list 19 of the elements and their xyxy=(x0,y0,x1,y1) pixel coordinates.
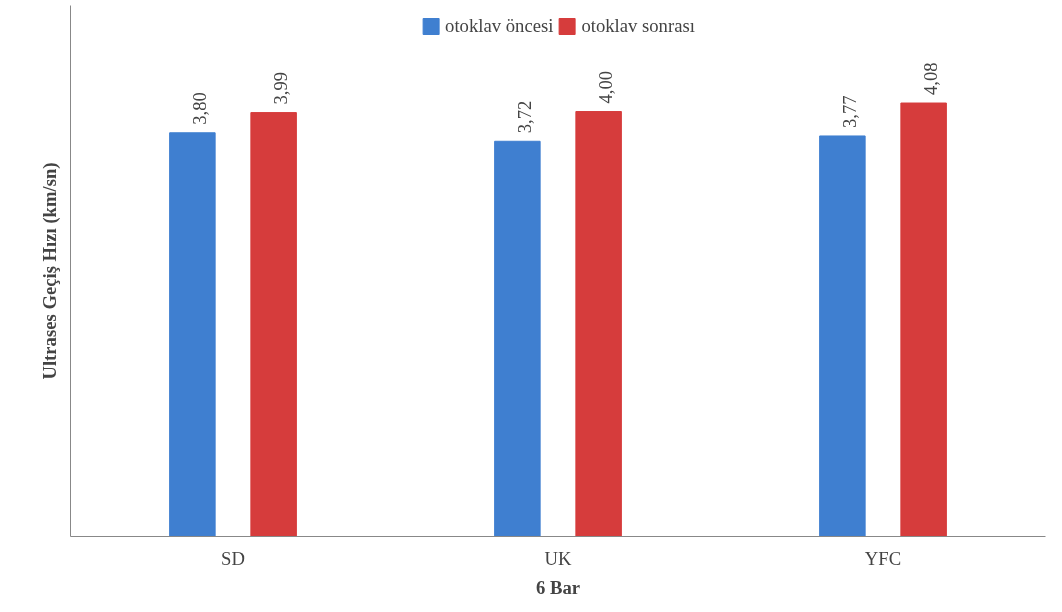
data-label: 3,80 xyxy=(188,92,210,125)
bar xyxy=(575,111,622,537)
x-tick-label: UK xyxy=(544,547,572,569)
data-label: 3,77 xyxy=(838,95,860,128)
legend-label: otoklav öncesi xyxy=(445,15,554,37)
x-tick-label: SD xyxy=(221,547,245,569)
bar xyxy=(900,102,947,537)
x-tick-label: YFC xyxy=(864,547,902,569)
data-label: 4,00 xyxy=(595,70,617,104)
legend-label: otoklav sonrası xyxy=(581,15,695,37)
x-axis-title: 6 Bar xyxy=(535,576,581,598)
data-label: 3,99 xyxy=(270,71,292,105)
bar xyxy=(494,140,541,537)
y-axis-title: Ultrases Geçiş Hızı (km/sn) xyxy=(38,162,61,380)
data-label: 3,72 xyxy=(513,100,535,134)
data-label: 4,08 xyxy=(920,62,942,96)
bar xyxy=(250,112,297,537)
bar xyxy=(819,135,866,537)
bar xyxy=(169,132,216,537)
